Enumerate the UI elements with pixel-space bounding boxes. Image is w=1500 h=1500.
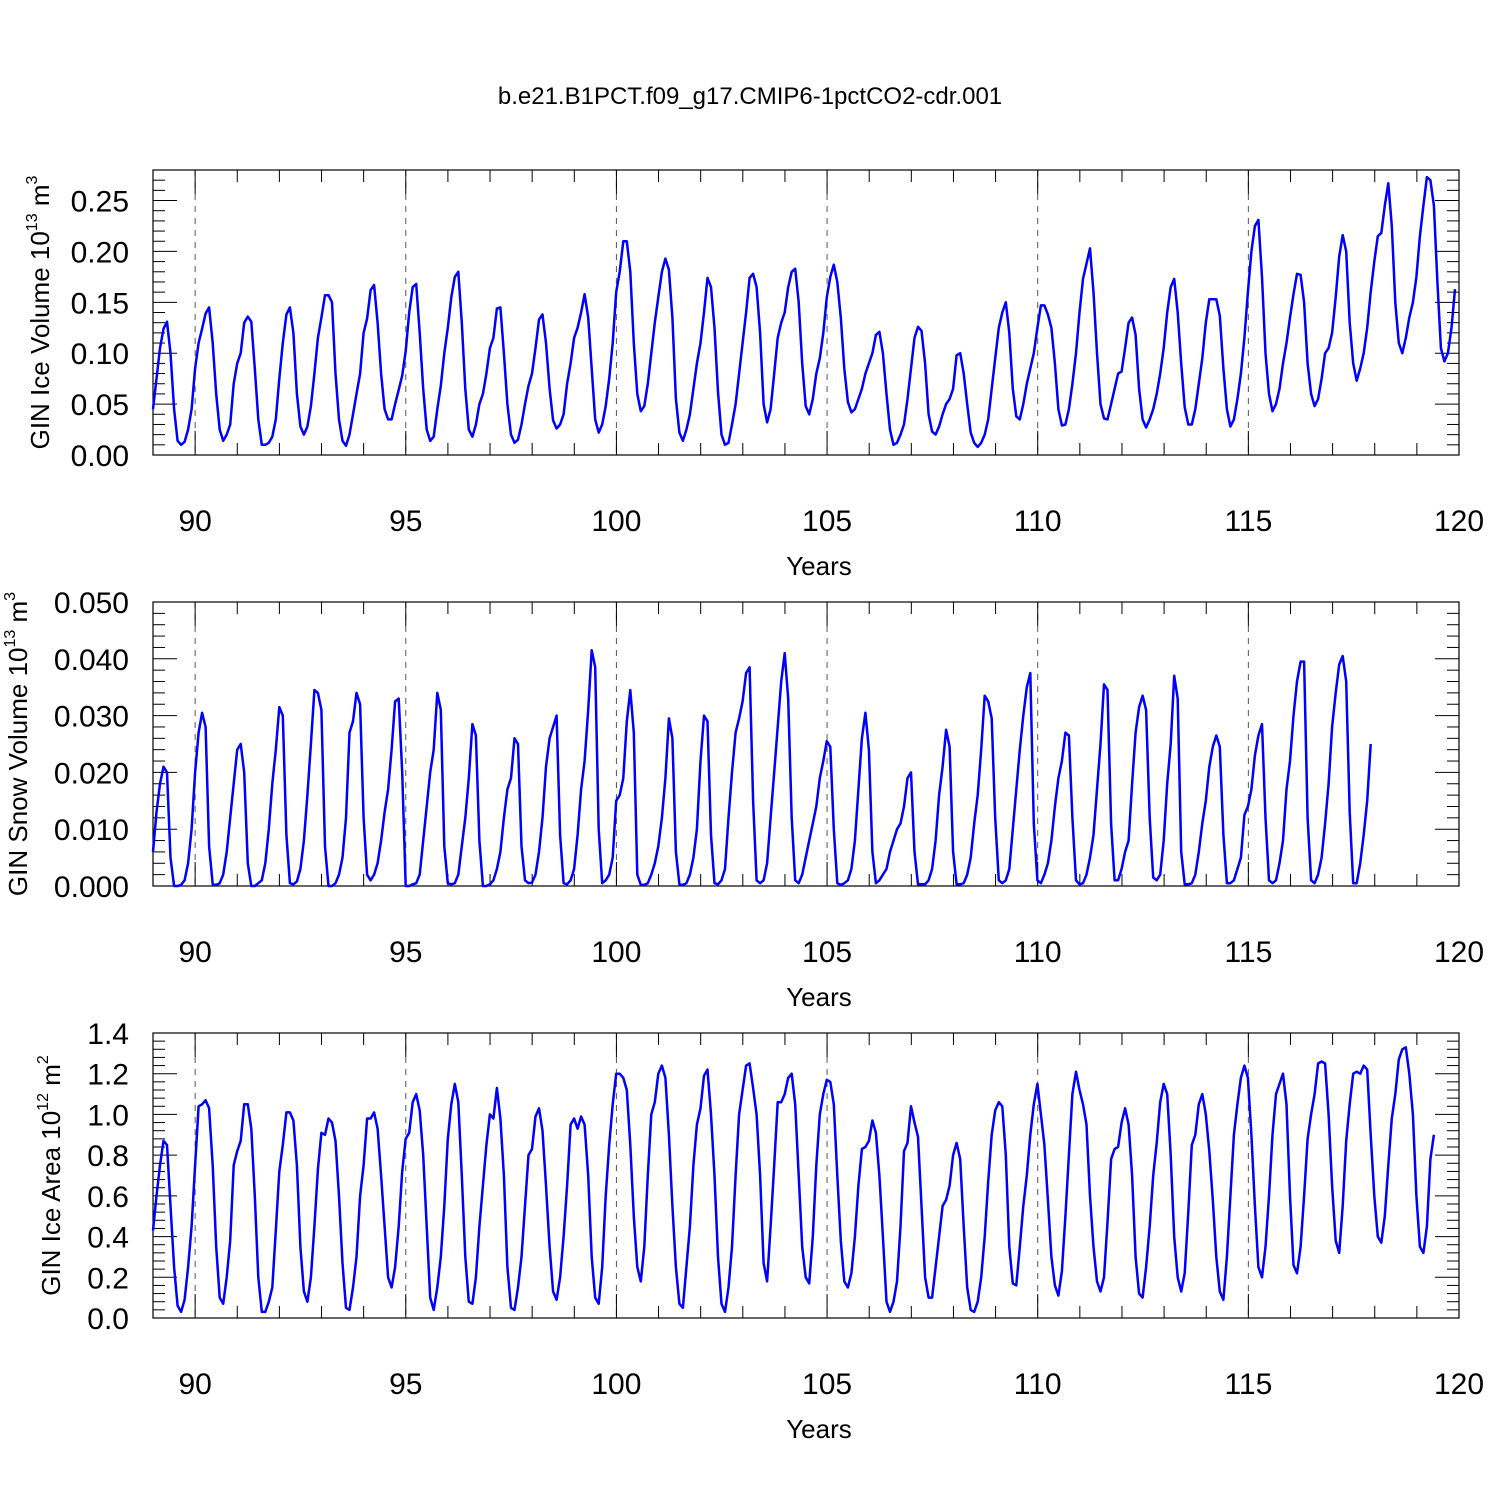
y-tick-label: 0.4 <box>87 1222 129 1255</box>
x-tick-label: 120 <box>1434 505 1484 538</box>
y-tick-label: 0.15 <box>71 287 129 320</box>
x-tick-label: 100 <box>591 1368 641 1401</box>
y-tick-label: 0.8 <box>87 1140 129 1173</box>
x-tick-label: 120 <box>1434 1368 1484 1401</box>
series-line <box>151 1046 1436 1314</box>
y-tick-label: 0.10 <box>71 338 129 371</box>
x-tick-label: 100 <box>591 936 641 969</box>
panels-group: 90 95 100 105 110 115 120 0.00 0.05 0.10 0.15 0.20 0… <box>2 169 1484 1444</box>
x-tick-label: 105 <box>802 936 852 969</box>
figure-title: b.e21.B1PCT.f09_g17.CMIP6-1pctCO2-cdr.00… <box>498 83 1002 110</box>
x-tick-label: 100 <box>591 505 641 538</box>
y-tick-label: 0.040 <box>54 644 129 677</box>
x-tick-label: 90 <box>178 505 211 538</box>
x-tick-label: 90 <box>178 1368 211 1401</box>
x-axis-title: Years <box>786 1414 852 1444</box>
chart-panel-1: 90 95 100 105 110 115 120 0.00 0.05 0.10 0.15 0.20 0… <box>24 169 1484 581</box>
y-tick-label: 0.010 <box>54 814 129 847</box>
y-tick-label: 0.00 <box>71 440 129 473</box>
y-tick-label: 0.05 <box>71 389 129 422</box>
x-tick-label: 115 <box>1224 1368 1272 1401</box>
y-axis-title: GIN Ice Volume 1013 m3 <box>24 175 55 449</box>
y-tick-label: 0.20 <box>71 236 129 269</box>
y-tick-label: 0.2 <box>87 1262 129 1295</box>
series-line <box>151 175 1457 449</box>
y-tick-label: 0.000 <box>54 871 129 904</box>
x-tick-label: 120 <box>1434 936 1484 969</box>
chart-panel-2: 90 95 100 105 110 115 120 0.000 0.010 0.020 0.030 0… <box>2 587 1484 1012</box>
y-tick-label: 1.0 <box>87 1099 129 1132</box>
x-axis-title: Years <box>786 982 852 1012</box>
chart-panel-3: 90 95 100 105 110 115 120 0.0 0.2 0.4 0.6 0.8 1.0 1.2… <box>35 1018 1484 1444</box>
x-axis-title: Years <box>786 551 852 581</box>
x-tick-label: 115 <box>1224 936 1272 969</box>
series-line <box>151 649 1372 888</box>
y-tick-label: 0.6 <box>87 1181 129 1214</box>
y-tick-label: 0.020 <box>54 757 129 790</box>
y-axis-title: GIN Snow Volume 1013 m3 <box>2 592 33 896</box>
y-tick-label: 0.0 <box>87 1303 129 1336</box>
x-tick-label: 110 <box>1014 505 1062 538</box>
y-tick-label: 0.25 <box>71 186 129 219</box>
y-tick-label: 1.4 <box>87 1018 129 1051</box>
y-axis-title: GIN Ice Area 1012 m2 <box>35 1055 66 1296</box>
x-tick-label: 95 <box>389 505 422 538</box>
x-tick-label: 95 <box>389 936 422 969</box>
x-tick-label: 105 <box>802 505 852 538</box>
y-tick-label: 0.030 <box>54 701 129 734</box>
x-tick-label: 110 <box>1014 936 1062 969</box>
x-tick-label: 115 <box>1224 505 1272 538</box>
x-tick-label: 95 <box>389 1368 422 1401</box>
x-tick-label: 110 <box>1014 1368 1062 1401</box>
plot-frame <box>152 601 1460 887</box>
x-tick-label: 105 <box>802 1368 852 1401</box>
y-tick-label: 1.2 <box>87 1059 129 1092</box>
x-tick-label: 90 <box>178 936 211 969</box>
plot-frame <box>152 1032 1460 1319</box>
y-tick-label: 0.050 <box>54 587 129 620</box>
